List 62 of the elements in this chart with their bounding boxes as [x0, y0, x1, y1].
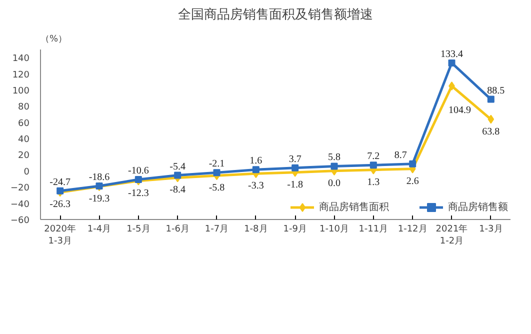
legend-label: 商品房销售额	[448, 200, 508, 214]
data-label: 133.4	[440, 48, 463, 60]
data-label: 104.9	[448, 105, 471, 116]
data-label: -10.6	[128, 166, 149, 177]
x-tick-label: 1-5月	[126, 224, 150, 234]
data-label: 88.5	[487, 85, 505, 96]
data-label: -19.3	[88, 194, 110, 205]
y-tick-label: 20	[18, 151, 30, 162]
data-label: -1.8	[287, 179, 304, 190]
y-tick-label: 120	[12, 70, 30, 80]
x-tick-label: 1-11月	[358, 224, 388, 234]
point	[292, 164, 299, 172]
y-axis-title: （%）	[40, 34, 68, 44]
y-tick-label: 60	[18, 118, 30, 129]
data-label: -18.6	[88, 172, 110, 183]
y-tick-label: 0	[24, 167, 30, 178]
point	[330, 162, 338, 170]
data-label: -26.3	[50, 199, 71, 210]
x-tick-label: 2020年 1-3月	[44, 224, 76, 246]
point	[409, 160, 416, 168]
chart-title: 全国商品房销售面积及销售额增速	[178, 6, 373, 22]
data-label: -5.4	[170, 161, 186, 172]
x-tick-label: 1-4月	[87, 224, 112, 234]
data-label: -2.1	[208, 158, 225, 170]
y-tick-label: −60	[10, 216, 30, 226]
data-label: 0.0	[328, 178, 340, 189]
y-tick-label: 140	[12, 54, 30, 64]
point	[448, 59, 456, 66]
data-label: -24.7	[50, 176, 71, 188]
point	[56, 187, 64, 194]
data-label: 2.6	[406, 176, 419, 187]
data-label: 3.7	[288, 154, 302, 165]
y-tick-label: 40	[18, 135, 30, 146]
x-tick-label: 1-12月	[398, 224, 428, 234]
data-label: 1.3	[367, 176, 380, 188]
data-label: -5.8	[208, 182, 225, 194]
data-label: -3.3	[248, 180, 264, 192]
data-label: 5.8	[328, 152, 340, 164]
point	[487, 96, 494, 103]
x-tick-label: 1-10月	[320, 224, 349, 234]
point	[174, 172, 182, 179]
y-tick-label: 100	[12, 86, 30, 96]
y-tick-label: 80	[18, 102, 30, 113]
x-tick-label: 1-3月	[479, 224, 503, 234]
y-tick-label: −40	[10, 200, 30, 210]
point	[213, 169, 220, 176]
point	[252, 166, 260, 174]
point	[370, 162, 377, 169]
data-label: 1.6	[250, 156, 262, 167]
x-tick-label: 1-8月	[244, 224, 268, 234]
data-label: 8.7	[394, 150, 407, 161]
data-label: -12.3	[128, 188, 149, 199]
x-tick-label: 1-9月	[283, 224, 307, 234]
x-tick-label: 2021年 1-2月	[436, 224, 468, 246]
y-tick-label: −20	[10, 184, 30, 194]
x-tick-label: 1-6月	[166, 224, 190, 234]
x-tick-label: 1-7月	[204, 224, 229, 234]
point	[488, 114, 494, 124]
data-label: 63.8	[482, 126, 500, 138]
data-label: -8.4	[170, 184, 186, 196]
legend-label: 商品房销售面积	[319, 200, 389, 214]
data-label: 7.2	[367, 151, 380, 162]
